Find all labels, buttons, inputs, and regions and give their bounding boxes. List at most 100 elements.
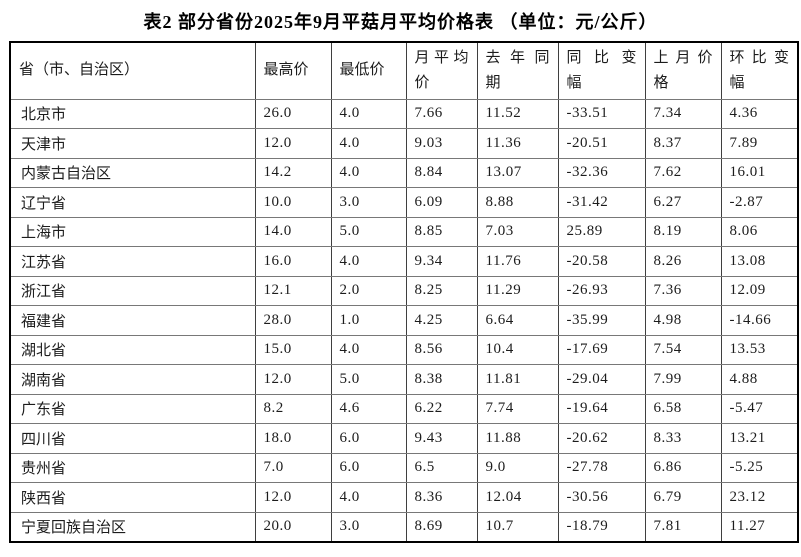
- value-cell: 3.0: [330, 511, 407, 542]
- value-cell: 7.66: [405, 98, 478, 129]
- value-cell: 13.08: [720, 246, 799, 277]
- value-cell: -20.62: [557, 423, 646, 454]
- value-cell: 7.81: [644, 511, 722, 542]
- value-cell: 11.27: [720, 511, 799, 542]
- value-cell: -20.51: [557, 128, 646, 159]
- mushroom-price-table: 省（市、自治区） 最高价 最低价月平均价去年同期同比变幅上月价格环比变幅 北京市 26…: [9, 41, 799, 543]
- province-cell: 湖南省: [9, 364, 256, 395]
- value-cell: 11.29: [476, 275, 559, 306]
- value-cell: 18.0: [254, 423, 332, 454]
- value-cell: 10.4: [476, 334, 559, 365]
- value-cell: -26.93: [557, 275, 646, 306]
- province-cell: 北京市: [9, 98, 256, 129]
- value-cell: 11.36: [476, 128, 559, 159]
- value-cell: 5.0: [330, 364, 407, 395]
- column-header-7: 环比变幅: [720, 41, 799, 100]
- value-cell: 8.26: [644, 246, 722, 277]
- province-cell: 上海市: [9, 216, 256, 247]
- value-cell: 12.0: [254, 364, 332, 395]
- value-cell: -18.79: [557, 511, 646, 542]
- column-header-6: 上月价格: [644, 41, 722, 100]
- value-cell: 12.04: [476, 482, 559, 513]
- header-line-1: 同比变: [566, 49, 637, 66]
- header-line-2: 幅: [729, 74, 745, 91]
- value-cell: 8.84: [405, 157, 478, 188]
- value-cell: 16.01: [720, 157, 799, 188]
- header-line-2: 格: [653, 74, 669, 91]
- value-cell: 9.43: [405, 423, 478, 454]
- value-cell: 4.0: [330, 157, 407, 188]
- value-cell: 16.0: [254, 246, 332, 277]
- value-cell: -20.58: [557, 246, 646, 277]
- province-cell: 广东省: [9, 393, 256, 424]
- value-cell: 8.56: [405, 334, 478, 365]
- value-cell: 8.36: [405, 482, 478, 513]
- value-cell: 11.52: [476, 98, 559, 129]
- value-cell: 9.03: [405, 128, 478, 159]
- value-cell: 7.89: [720, 128, 799, 159]
- value-cell: 9.34: [405, 246, 478, 277]
- value-cell: -31.42: [557, 187, 646, 218]
- value-cell: 7.62: [644, 157, 722, 188]
- table-row: 内蒙古自治区 14.2 4.0 8.84 13.07 -32.36 7.62 16.01: [9, 157, 799, 188]
- value-cell: 7.34: [644, 98, 722, 129]
- value-cell: 6.0: [330, 452, 407, 483]
- value-cell: 7.0: [254, 452, 332, 483]
- province-cell: 陕西省: [9, 482, 256, 513]
- value-cell: 6.5: [405, 452, 478, 483]
- value-cell: 26.0: [254, 98, 332, 129]
- value-cell: 14.0: [254, 216, 332, 247]
- value-cell: 12.1: [254, 275, 332, 306]
- value-cell: -17.69: [557, 334, 646, 365]
- table-row: 辽宁省 10.0 3.0 6.09 8.88 -31.42 6.27 -2.87: [9, 187, 799, 218]
- value-cell: -14.66: [720, 305, 799, 336]
- value-cell: 7.36: [644, 275, 722, 306]
- header-line-2: 幅: [566, 74, 582, 91]
- value-cell: 6.27: [644, 187, 722, 218]
- value-cell: 23.12: [720, 482, 799, 513]
- value-cell: 3.0: [330, 187, 407, 218]
- province-cell: 江苏省: [9, 246, 256, 277]
- value-cell: 4.0: [330, 246, 407, 277]
- value-cell: 11.81: [476, 364, 559, 395]
- header-row: 省（市、自治区） 最高价 最低价月平均价去年同期同比变幅上月价格环比变幅: [9, 41, 799, 100]
- value-cell: 8.69: [405, 511, 478, 542]
- value-cell: 14.2: [254, 157, 332, 188]
- table-row: 江苏省 16.0 4.0 9.34 11.76 -20.58 8.26 13.08: [9, 246, 799, 277]
- header-line-2: 期: [485, 74, 501, 91]
- province-cell: 宁夏回族自治区: [9, 511, 256, 542]
- value-cell: 4.0: [330, 482, 407, 513]
- value-cell: 4.0: [330, 98, 407, 129]
- value-cell: 8.2: [254, 393, 332, 424]
- value-cell: -27.78: [557, 452, 646, 483]
- value-cell: 8.25: [405, 275, 478, 306]
- value-cell: 8.38: [405, 364, 478, 395]
- province-cell: 福建省: [9, 305, 256, 336]
- column-header-2: 最低价: [330, 41, 407, 100]
- column-header-4: 去年同期: [476, 41, 559, 100]
- value-cell: 9.0: [476, 452, 559, 483]
- table-row: 广东省 8.2 4.6 6.22 7.74 -19.64 6.58 -5.47: [9, 393, 799, 424]
- value-cell: 11.88: [476, 423, 559, 454]
- value-cell: 13.07: [476, 157, 559, 188]
- value-cell: 6.64: [476, 305, 559, 336]
- table-row: 贵州省 7.0 6.0 6.5 9.0 -27.78 6.86 -5.25: [9, 452, 799, 483]
- value-cell: 7.74: [476, 393, 559, 424]
- column-header-5: 同比变幅: [557, 41, 646, 100]
- value-cell: 8.19: [644, 216, 722, 247]
- value-cell: 6.22: [405, 393, 478, 424]
- value-cell: 13.21: [720, 423, 799, 454]
- value-cell: -2.87: [720, 187, 799, 218]
- table-row: 陕西省 12.0 4.0 8.36 12.04 -30.56 6.79 23.12: [9, 482, 799, 513]
- value-cell: 10.7: [476, 511, 559, 542]
- value-cell: 6.09: [405, 187, 478, 218]
- value-cell: 15.0: [254, 334, 332, 365]
- value-cell: 7.03: [476, 216, 559, 247]
- table-row: 北京市 26.0 4.0 7.66 11.52 -33.51 7.34 4.36: [9, 98, 799, 129]
- table-row: 湖南省 12.0 5.0 8.38 11.81 -29.04 7.99 4.88: [9, 364, 799, 395]
- table-row: 宁夏回族自治区 20.0 3.0 8.69 10.7 -18.79 7.81 11.27: [9, 511, 799, 542]
- value-cell: 6.86: [644, 452, 722, 483]
- header-line-1: 月平均: [414, 49, 469, 66]
- value-cell: -19.64: [557, 393, 646, 424]
